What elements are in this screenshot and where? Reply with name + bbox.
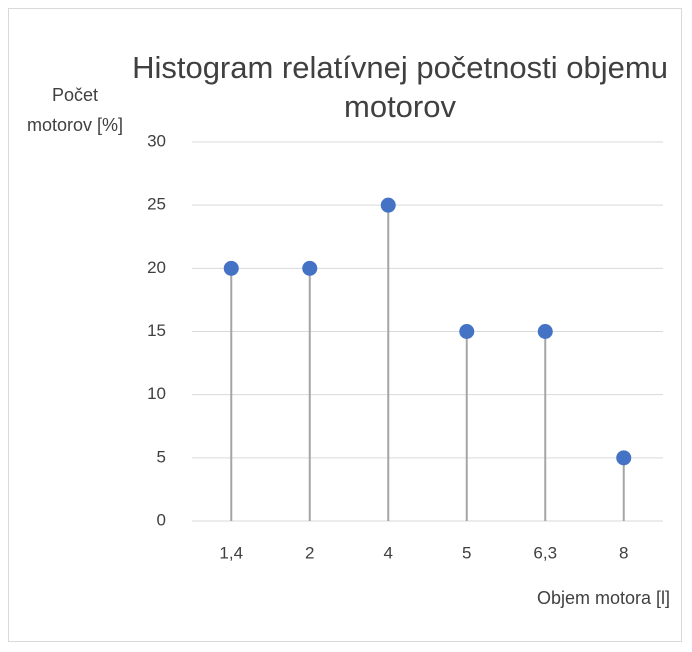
x-axis-label: Objem motora [l] <box>536 588 670 608</box>
x-tick-label: 6,3 <box>533 543 557 562</box>
marker <box>223 260 239 276</box>
y-tick-label: 30 <box>147 131 166 150</box>
chart-title: Histogram relatívnej početnosti objemu m… <box>132 50 668 124</box>
y-tick-label: 0 <box>157 510 166 529</box>
y-tick-label: 5 <box>157 447 166 466</box>
marker <box>537 324 553 339</box>
x-tick-label: 8 <box>619 543 628 562</box>
marker <box>302 260 318 276</box>
marker <box>459 324 475 339</box>
x-tick-label: 1,4 <box>219 543 243 562</box>
x-tick-label: 4 <box>384 543 393 562</box>
y-tick-label: 10 <box>147 384 166 403</box>
marker <box>380 197 396 213</box>
x-tick-label: 2 <box>305 543 314 562</box>
x-tick-label: 5 <box>462 543 471 562</box>
chart-frame <box>8 8 682 642</box>
y-tick-label: 15 <box>147 321 166 340</box>
marker <box>616 450 632 466</box>
y-axis-label: Počet motorov [%] <box>26 85 124 135</box>
y-tick-label: 25 <box>147 195 166 214</box>
y-tick-label: 20 <box>147 258 166 277</box>
